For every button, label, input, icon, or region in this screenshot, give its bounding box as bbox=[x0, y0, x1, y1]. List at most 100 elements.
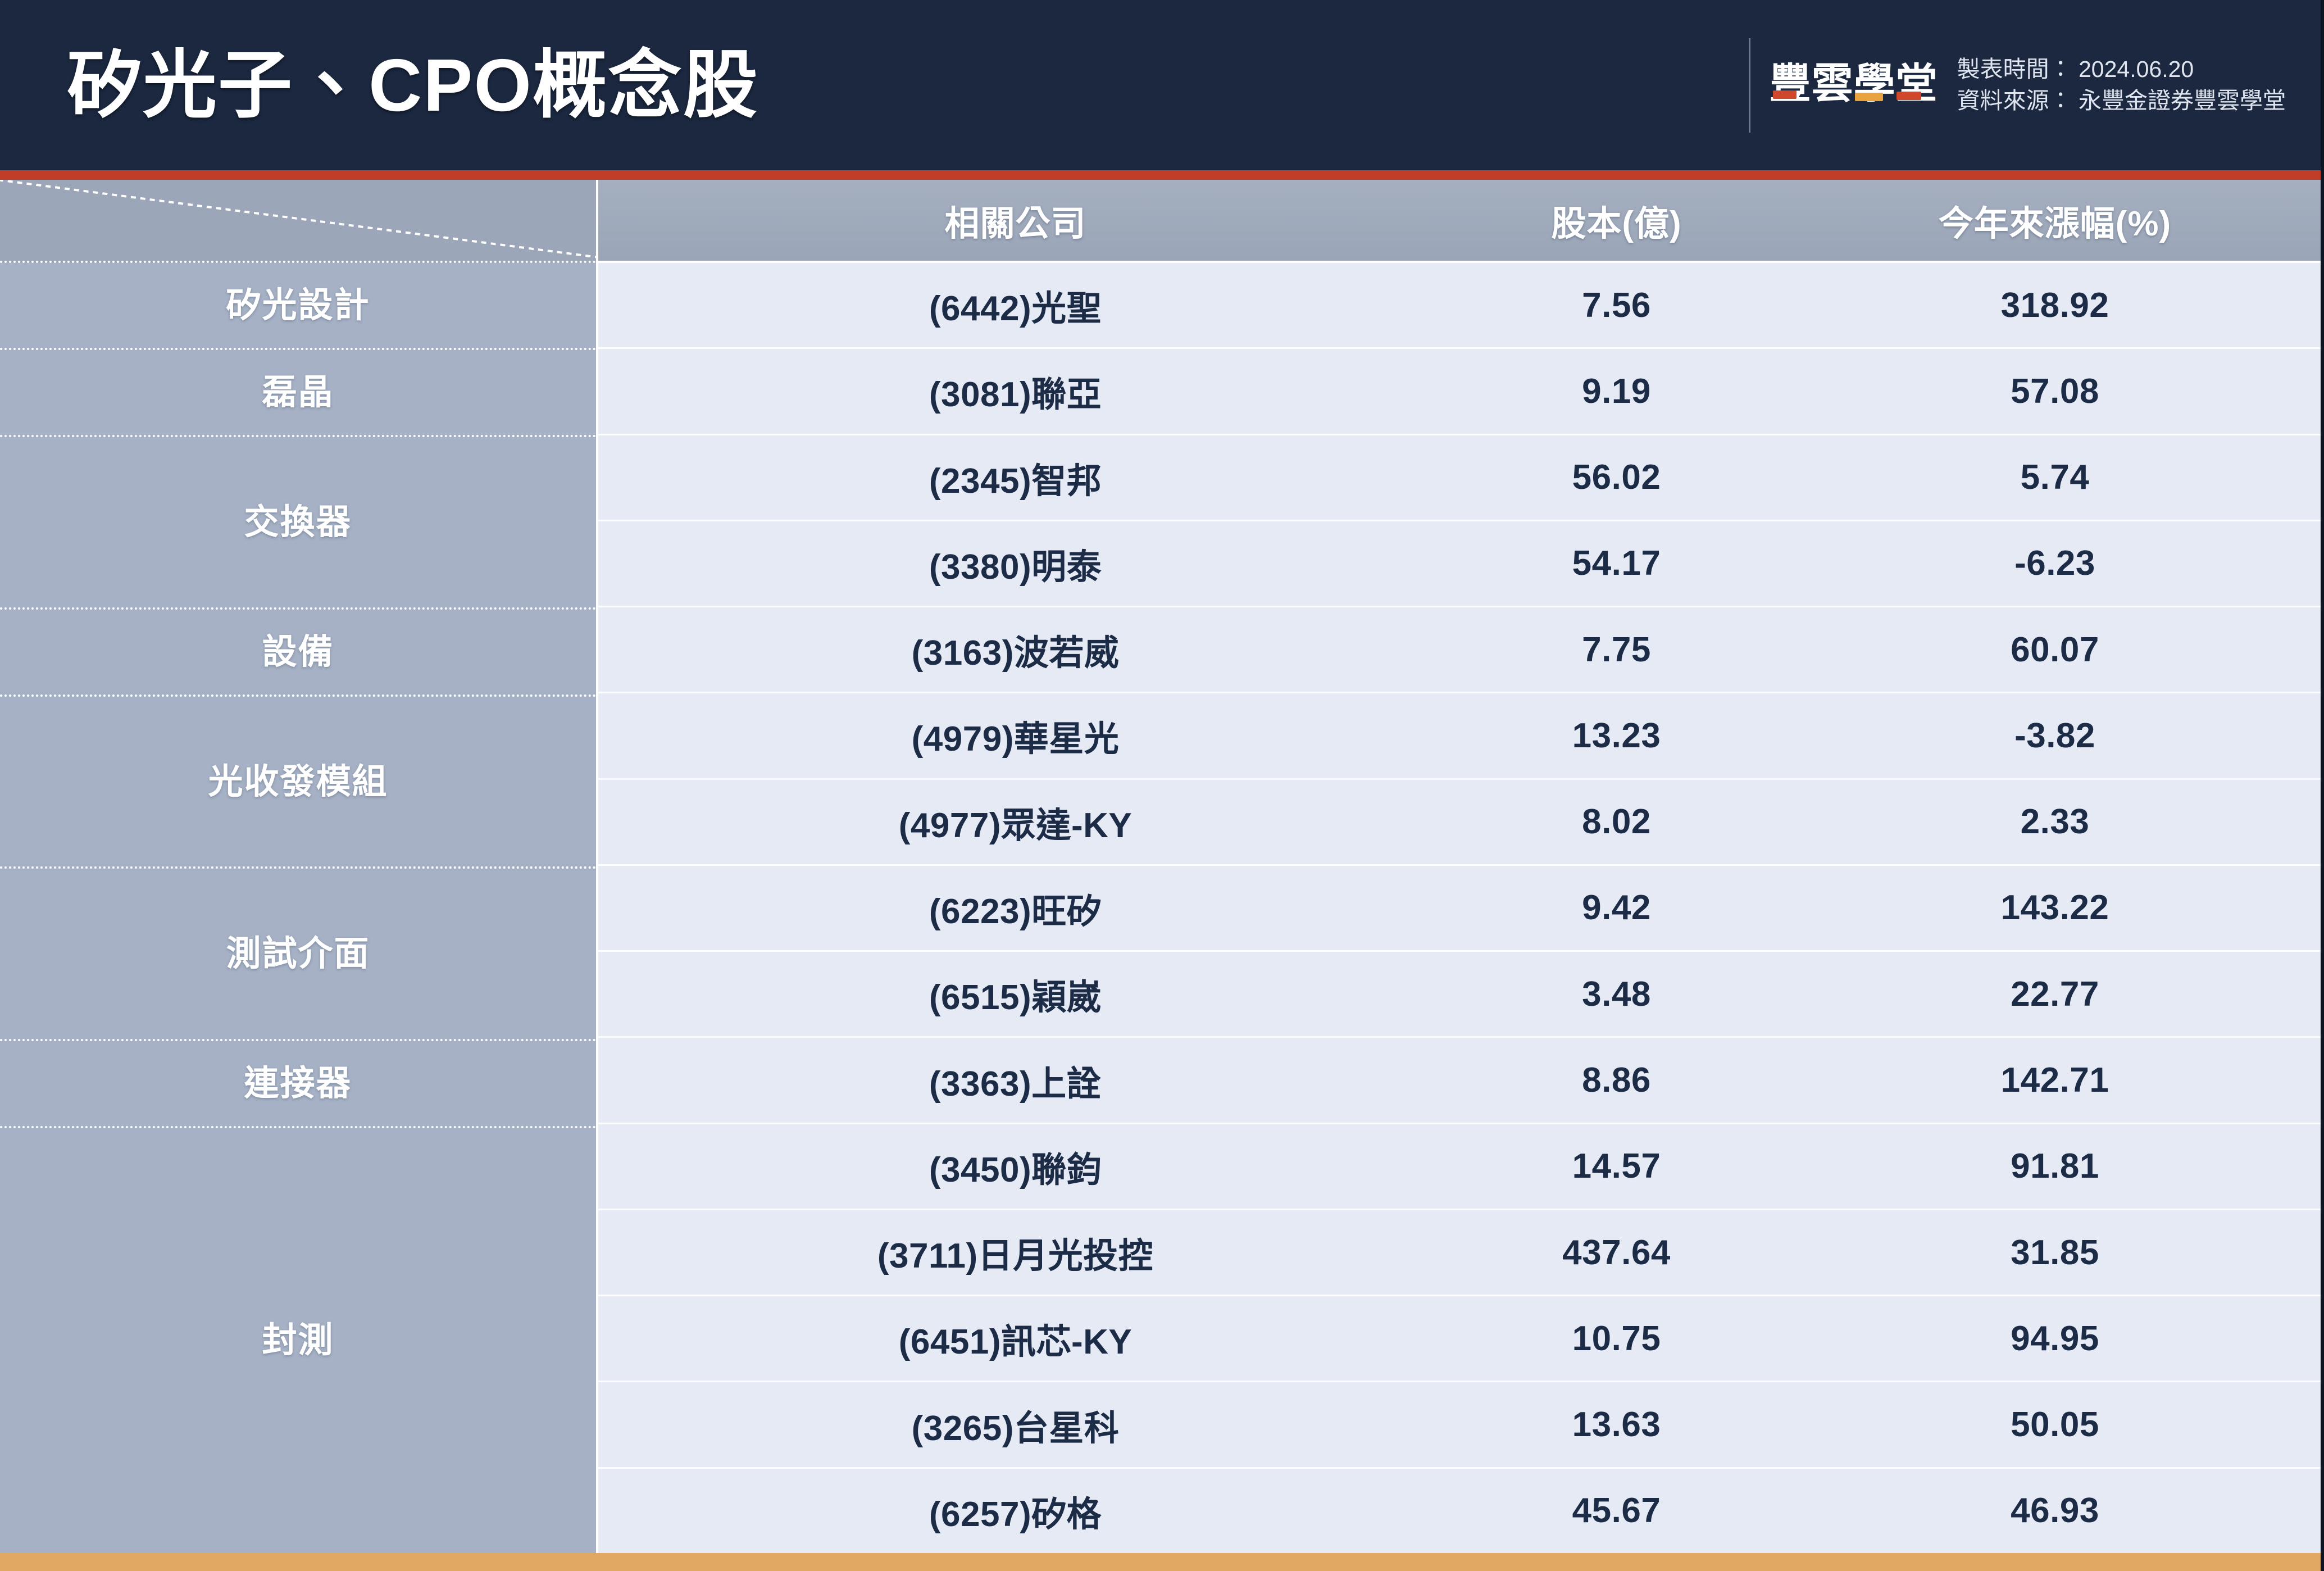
cell-change: 143.22 bbox=[2000, 888, 2109, 928]
cell-change: 2.33 bbox=[2020, 802, 2090, 842]
brand-accent-mark-orange bbox=[1854, 92, 1883, 101]
category-label: 測試介面 bbox=[226, 934, 370, 973]
cell-company: (2345)智邦 bbox=[929, 461, 1102, 501]
cell-company: (3380)明泰 bbox=[929, 547, 1102, 587]
category-column: 矽光設計磊晶交換器設備光收發模組測試介面連接器封測 bbox=[0, 180, 598, 1553]
cell-company: (3163)波若威 bbox=[911, 634, 1120, 673]
cell-capital: 13.63 bbox=[1572, 1405, 1661, 1445]
cell-change: -3.82 bbox=[2014, 716, 2095, 755]
table-row[interactable]: (6442)光聖 7.56 318.92 bbox=[598, 263, 2321, 349]
column-header-capital: 股本(億) bbox=[1551, 205, 1682, 243]
header-metadata: 製表時間： 2024.06.20 資料來源： 永豐金證券豐雲學堂 bbox=[1957, 56, 2286, 114]
cell-company: (3711)日月光投控 bbox=[877, 1237, 1154, 1276]
header-right-group: 豐雲學堂 製表時間： 2024.06.20 資料來源： 永豐金證券豐雲學堂 bbox=[1748, 38, 2302, 133]
table-row[interactable]: (3450)聯鈞 14.57 91.81 bbox=[598, 1124, 2321, 1210]
category-cell: 設備 bbox=[0, 610, 596, 697]
category-cell: 封測 bbox=[0, 1128, 596, 1553]
table-row[interactable]: (3711)日月光投控 437.64 31.85 bbox=[598, 1210, 2321, 1297]
category-cell: 光收發模組 bbox=[0, 697, 596, 869]
brand-accent-mark-red-1 bbox=[1772, 90, 1797, 99]
cell-capital: 8.02 bbox=[1582, 802, 1651, 842]
table-row[interactable]: (3081)聯亞 9.19 57.08 bbox=[598, 349, 2321, 435]
table-row[interactable]: (4979)華星光 13.23 -3.82 bbox=[598, 693, 2321, 780]
cell-change: 31.85 bbox=[2011, 1233, 2099, 1272]
table-row[interactable]: (6257)矽格 45.67 46.93 bbox=[598, 1468, 2321, 1553]
cell-company: (4979)華星光 bbox=[911, 720, 1120, 759]
cell-company: (6515)穎崴 bbox=[929, 978, 1102, 1018]
table-row[interactable]: (4977)眾達-KY 8.02 2.33 bbox=[598, 779, 2321, 866]
cell-change: 94.95 bbox=[2011, 1319, 2099, 1358]
category-cell: 磊晶 bbox=[0, 350, 596, 438]
cell-capital: 14.57 bbox=[1572, 1147, 1661, 1186]
cell-company: (3265)台星科 bbox=[911, 1409, 1120, 1448]
page-header: 矽光子、CPO概念股 豐雲學堂 製表時間： 2024.06.20 資料來源： 永… bbox=[0, 0, 2321, 170]
column-header-change: 今年來漲幅(%) bbox=[1938, 205, 2172, 243]
brand-logo: 豐雲學堂 bbox=[1770, 62, 1938, 108]
cell-capital: 56.02 bbox=[1572, 458, 1661, 497]
category-label: 設備 bbox=[262, 632, 334, 671]
category-label: 連接器 bbox=[244, 1064, 352, 1103]
category-label: 矽光設計 bbox=[226, 285, 370, 325]
chart-date-label: 製表時間： 2024.06.20 bbox=[1957, 56, 2194, 82]
category-cell: 連接器 bbox=[0, 1041, 596, 1129]
category-label: 光收發模組 bbox=[208, 762, 388, 801]
cell-company: (3450)聯鈞 bbox=[929, 1150, 1102, 1189]
category-label: 交換器 bbox=[244, 502, 352, 542]
cell-change: 318.92 bbox=[2000, 285, 2109, 325]
category-label: 磊晶 bbox=[262, 373, 334, 412]
category-label: 封測 bbox=[262, 1321, 334, 1360]
table-corner-cell bbox=[0, 180, 596, 263]
cell-company: (6257)矽格 bbox=[929, 1495, 1102, 1534]
cell-change: 60.07 bbox=[2011, 630, 2099, 669]
header-divider bbox=[1748, 38, 1750, 133]
cell-capital: 54.17 bbox=[1572, 544, 1661, 583]
cell-capital: 9.19 bbox=[1582, 371, 1651, 411]
cell-capital: 13.23 bbox=[1572, 716, 1661, 755]
cell-capital: 8.86 bbox=[1582, 1061, 1651, 1100]
bottom-accent-bar bbox=[0, 1553, 2321, 1571]
corner-diagonal-line bbox=[0, 180, 596, 261]
table-row[interactable]: (3380)明泰 54.17 -6.23 bbox=[598, 521, 2321, 608]
cell-capital: 7.56 bbox=[1582, 285, 1651, 325]
cell-company: (3363)上詮 bbox=[929, 1064, 1102, 1104]
cell-company: (4977)眾達-KY bbox=[898, 806, 1133, 845]
cell-change: 50.05 bbox=[2011, 1405, 2099, 1445]
cell-change: 91.81 bbox=[2011, 1147, 2099, 1186]
category-cell: 測試介面 bbox=[0, 869, 596, 1041]
table-header-row: 相關公司 股本(億) 今年來漲幅(%) bbox=[598, 180, 2321, 263]
cell-capital: 7.75 bbox=[1582, 630, 1651, 669]
cell-change: 5.74 bbox=[2020, 458, 2090, 497]
table-row[interactable]: (2345)智邦 56.02 5.74 bbox=[598, 435, 2321, 521]
concept-stock-table: 矽光設計磊晶交換器設備光收發模組測試介面連接器封測 相關公司 股本(億) 今年來… bbox=[0, 180, 2321, 1553]
category-cell: 矽光設計 bbox=[0, 263, 596, 351]
cell-capital: 3.48 bbox=[1582, 974, 1651, 1014]
table-row[interactable]: (3363)上詮 8.86 142.71 bbox=[598, 1038, 2321, 1124]
cell-company: (6223)旺矽 bbox=[929, 892, 1102, 931]
table-row[interactable]: (6451)訊芯-KY 10.75 94.95 bbox=[598, 1296, 2321, 1383]
cell-capital: 9.42 bbox=[1582, 888, 1651, 928]
cell-change: 22.77 bbox=[2011, 974, 2099, 1014]
data-source-label: 資料來源： 永豐金證券豐雲學堂 bbox=[1957, 87, 2286, 113]
cell-change: 57.08 bbox=[2011, 371, 2099, 411]
category-cell: 交換器 bbox=[0, 437, 596, 610]
cell-capital: 437.64 bbox=[1562, 1233, 1671, 1272]
cell-change: 142.71 bbox=[2000, 1061, 2109, 1100]
table-row[interactable]: (3265)台星科 13.63 50.05 bbox=[598, 1382, 2321, 1469]
cell-company: (6442)光聖 bbox=[929, 289, 1102, 329]
table-row[interactable]: (6223)旺矽 9.42 143.22 bbox=[598, 865, 2321, 952]
brand-accent-mark-red-2 bbox=[1896, 91, 1921, 100]
table-row[interactable]: (6515)穎崴 3.48 22.77 bbox=[598, 952, 2321, 1038]
data-column-group: 相關公司 股本(億) 今年來漲幅(%) (6442)光聖 7.56 318.92 (3… bbox=[598, 180, 2321, 1553]
cell-change: 46.93 bbox=[2011, 1491, 2099, 1531]
column-header-company: 相關公司 bbox=[944, 205, 1086, 243]
table-body: (6442)光聖 7.56 318.92 (3081)聯亞 9.19 57.08 (2345… bbox=[598, 263, 2321, 1553]
cell-capital: 45.67 bbox=[1572, 1491, 1661, 1531]
cell-capital: 10.75 bbox=[1572, 1319, 1661, 1358]
cell-change: -6.23 bbox=[2014, 544, 2095, 583]
page-title: 矽光子、CPO概念股 bbox=[67, 43, 759, 126]
cell-company: (6451)訊芯-KY bbox=[898, 1323, 1133, 1362]
table-row[interactable]: (3163)波若威 7.75 60.07 bbox=[598, 607, 2321, 694]
red-accent-rule bbox=[0, 170, 2321, 180]
cell-company: (3081)聯亞 bbox=[929, 375, 1102, 415]
